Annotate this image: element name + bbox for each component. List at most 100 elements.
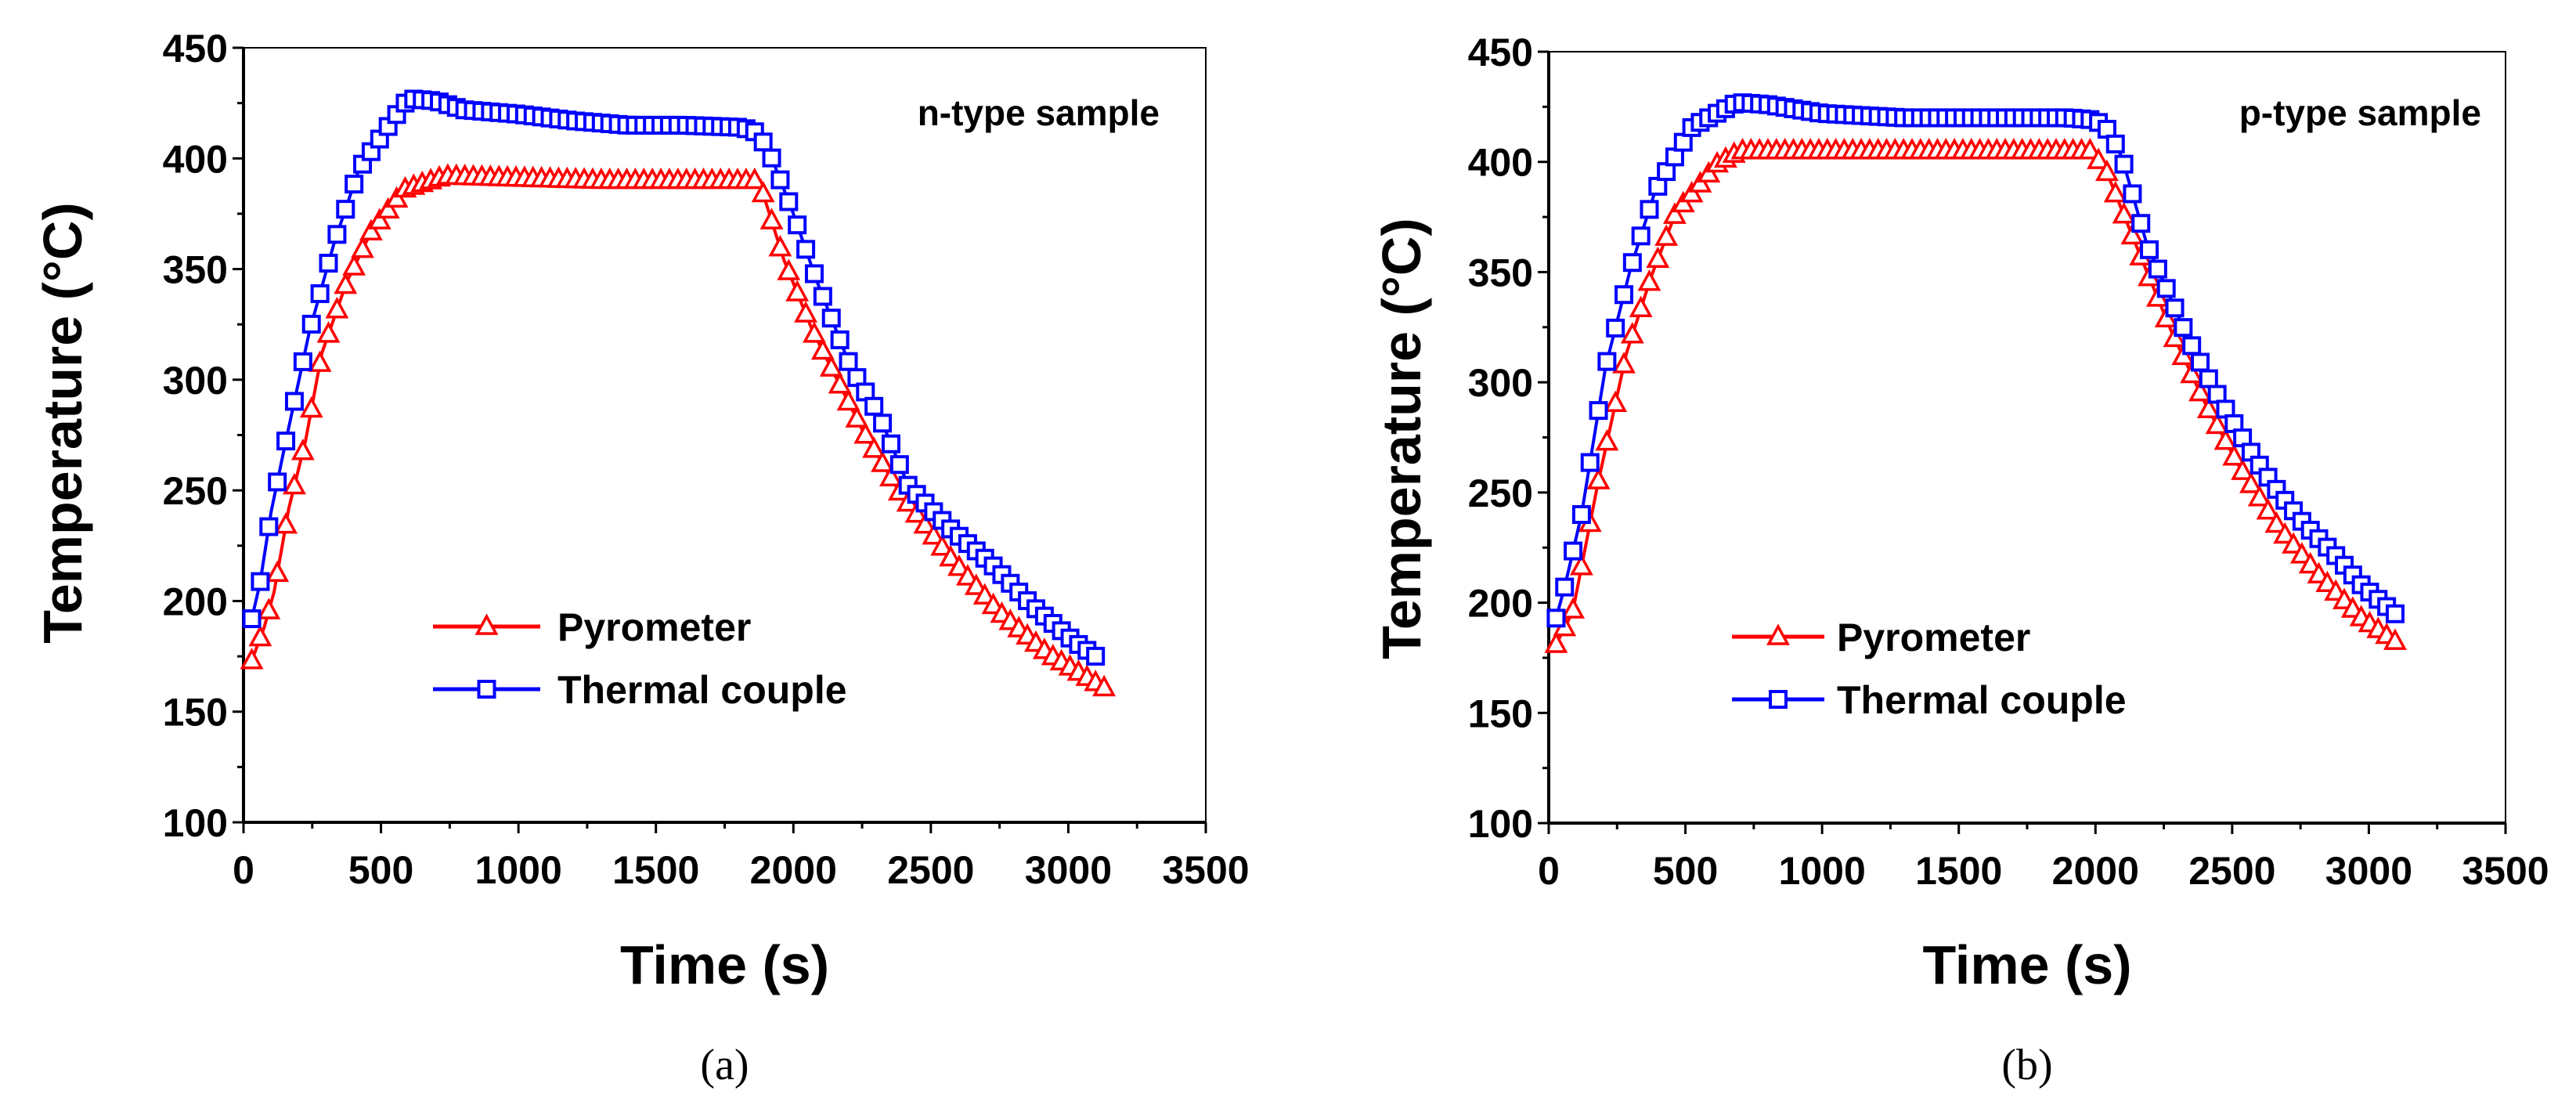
square-marker	[779, 192, 799, 211]
square-marker	[2105, 134, 2125, 154]
y-tick-label: 250	[1468, 471, 1533, 515]
x-tick-label: 2500	[2188, 849, 2275, 893]
triangle-marker	[853, 422, 878, 444]
triangle-marker	[742, 167, 767, 190]
triangle-marker	[947, 554, 971, 576]
triangle-marker	[2120, 222, 2145, 245]
triangle-marker	[930, 534, 954, 556]
square-marker	[1631, 226, 1651, 246]
square-marker	[2199, 369, 2218, 388]
square-marker	[1571, 505, 1591, 524]
triangle-marker	[1586, 468, 1611, 489]
triangle-marker	[334, 272, 358, 294]
triangle-marker	[351, 236, 374, 258]
triangle-marker	[248, 624, 272, 647]
square-marker	[251, 572, 270, 591]
square-marker	[839, 352, 858, 371]
triangle-marker	[2196, 396, 2221, 418]
square-marker	[753, 132, 773, 152]
triangle-marker	[240, 648, 264, 670]
triangle-marker	[384, 186, 409, 208]
triangle-marker	[1544, 631, 1568, 653]
triangle-marker	[325, 297, 349, 319]
square-marker	[2131, 214, 2151, 233]
square-marker	[2385, 604, 2405, 623]
triangle-marker	[283, 472, 306, 495]
legend-square-marker	[1769, 690, 1788, 709]
x-tick-label: 0	[1538, 849, 1560, 893]
x-tick-label: 1500	[1915, 849, 2002, 893]
legend-label: Pyrometer	[1837, 616, 2030, 659]
triangle-marker	[913, 511, 937, 534]
triangle-marker	[2256, 498, 2280, 520]
square-marker	[1580, 453, 1600, 472]
triangle-marker	[922, 523, 946, 545]
square-marker	[2174, 318, 2193, 338]
triangle-marker	[819, 355, 843, 377]
square-marker	[1589, 401, 1608, 421]
square-marker	[830, 330, 850, 349]
triangle-marker	[274, 511, 298, 534]
square-marker	[821, 309, 841, 328]
triangle-marker	[1561, 597, 1586, 619]
legend-label: Thermal couple	[557, 668, 847, 712]
y-tick-label: 250	[163, 469, 228, 513]
square-marker	[301, 314, 321, 334]
legend-label: Pyrometer	[557, 605, 751, 649]
triangle-marker	[367, 208, 391, 229]
triangle-marker	[2087, 147, 2111, 169]
square-marker	[242, 609, 262, 629]
y-tick-label: 300	[163, 359, 228, 403]
triangle-marker	[1595, 429, 1619, 451]
triangle-marker	[2095, 159, 2119, 182]
square-marker	[1546, 609, 1566, 628]
square-marker	[1086, 646, 1106, 666]
y-tick-label: 100	[163, 801, 228, 845]
triangle-marker	[879, 464, 903, 486]
triangle-marker	[308, 350, 332, 372]
square-marker	[2191, 352, 2210, 372]
triangle-marker	[2222, 444, 2246, 466]
chart-panel-a: 100 150 200 250 300 350 400 450 0 500 1000 1500 2000…	[32, 27, 1250, 1089]
square-marker	[889, 455, 909, 475]
triangle-marker	[1629, 295, 1653, 317]
square-marker	[1564, 541, 1583, 561]
panel-label: (b)	[2001, 1041, 2052, 1089]
square-marker	[1640, 200, 1659, 219]
x-tick-label: 3500	[1162, 848, 1249, 892]
square-marker	[864, 396, 884, 416]
square-marker	[2165, 298, 2185, 318]
triangle-marker	[1569, 554, 1593, 576]
series-thermal-couple	[242, 89, 1106, 666]
y-tick-label: 400	[1468, 141, 1533, 185]
x-tick-label: 500	[348, 848, 413, 892]
square-marker	[762, 148, 781, 168]
x-tick-label: 2500	[887, 848, 974, 892]
x-tick-label: 3000	[1025, 848, 1112, 892]
y-tick-label: 100	[1468, 802, 1533, 846]
square-marker	[788, 215, 807, 235]
series-line	[1554, 149, 2404, 648]
square-marker	[770, 170, 790, 190]
square-marker	[1597, 352, 1617, 371]
y-axis-title: Temperature (°C)	[32, 202, 93, 643]
y-tick-label: 150	[163, 691, 228, 735]
square-marker	[284, 392, 304, 411]
series-pyrometer	[240, 163, 1117, 697]
square-marker	[1555, 577, 1575, 597]
square-marker	[804, 264, 824, 284]
y-tick-label: 350	[163, 248, 228, 292]
triangle-marker	[1654, 224, 1679, 246]
square-marker	[1615, 285, 1634, 305]
y-tick-label: 200	[163, 580, 228, 623]
square-marker	[1622, 253, 1642, 273]
y-tick-label: 450	[163, 27, 228, 70]
square-marker	[336, 200, 355, 219]
triangle-marker	[768, 234, 792, 257]
square-marker	[2156, 279, 2176, 298]
triangle-marker	[2289, 542, 2314, 564]
triangle-marker	[2273, 522, 2297, 544]
legend-triangle-marker	[1766, 623, 1790, 645]
triangle-marker	[1612, 352, 1636, 374]
